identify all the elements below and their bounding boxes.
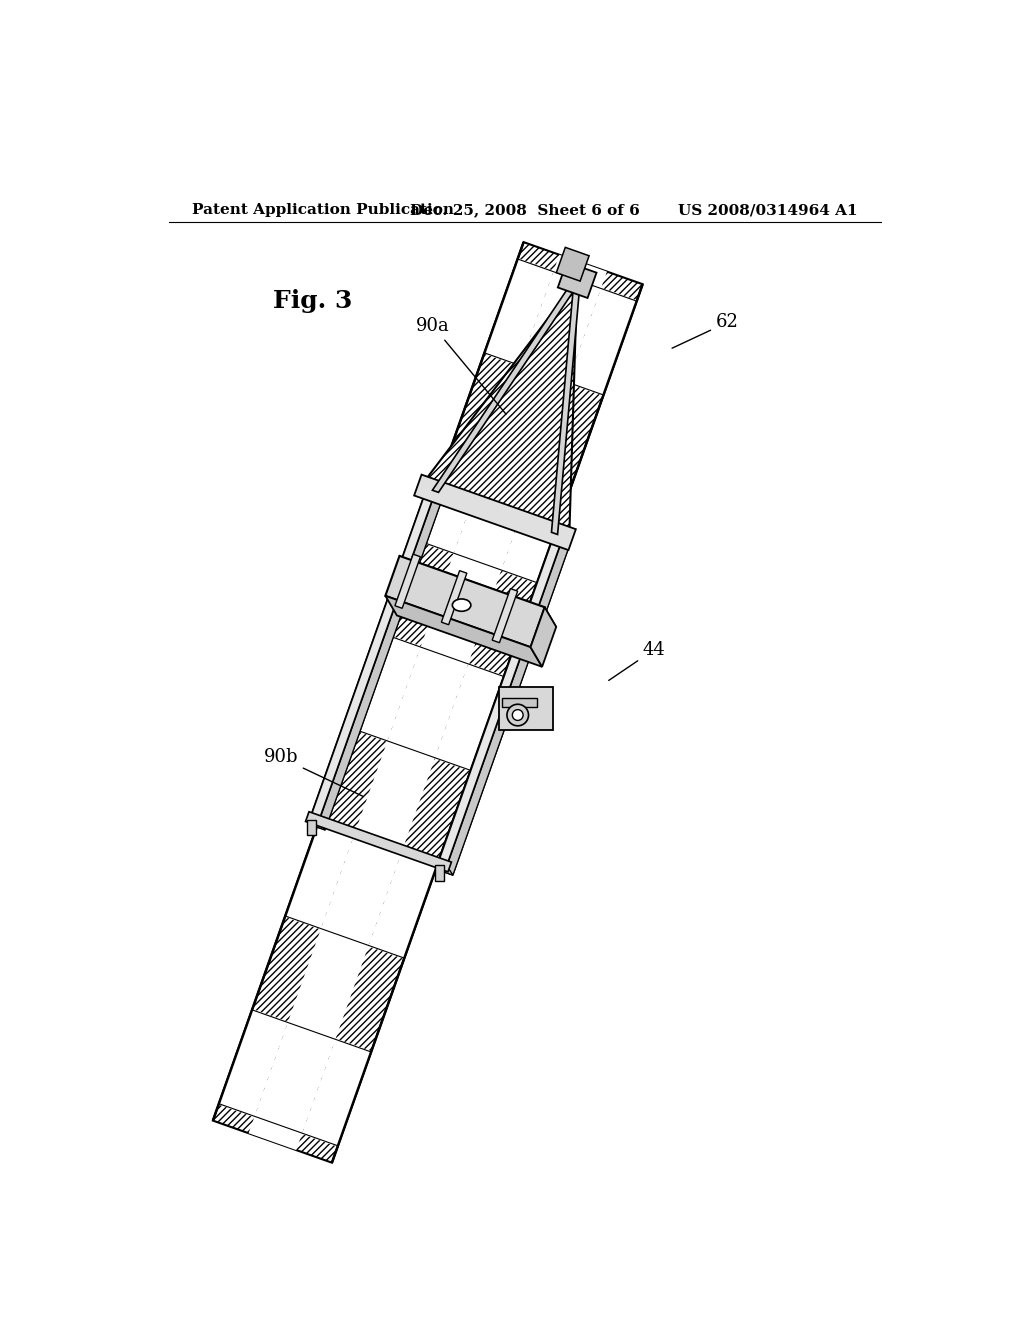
- Circle shape: [512, 710, 523, 721]
- Text: Dec. 25, 2008  Sheet 6 of 6: Dec. 25, 2008 Sheet 6 of 6: [410, 203, 640, 216]
- Polygon shape: [213, 242, 643, 1163]
- Polygon shape: [302, 1039, 372, 1147]
- Polygon shape: [435, 865, 444, 880]
- Polygon shape: [399, 556, 556, 627]
- Polygon shape: [438, 533, 561, 873]
- Polygon shape: [432, 279, 581, 492]
- Polygon shape: [493, 589, 518, 643]
- Polygon shape: [501, 475, 570, 583]
- Polygon shape: [444, 543, 569, 875]
- Polygon shape: [499, 686, 553, 730]
- Polygon shape: [421, 280, 578, 539]
- Polygon shape: [318, 491, 441, 830]
- Polygon shape: [441, 570, 467, 624]
- Polygon shape: [369, 851, 438, 958]
- Polygon shape: [305, 812, 452, 871]
- Polygon shape: [307, 820, 316, 836]
- Polygon shape: [310, 488, 433, 826]
- Text: Patent Application Publication: Patent Application Publication: [193, 203, 455, 216]
- Polygon shape: [558, 263, 597, 298]
- Text: Fig. 3: Fig. 3: [273, 289, 352, 313]
- Polygon shape: [446, 536, 569, 875]
- Polygon shape: [218, 1008, 288, 1117]
- Text: 90b: 90b: [263, 748, 362, 796]
- Polygon shape: [484, 259, 554, 367]
- Text: US 2008/0314964 A1: US 2008/0314964 A1: [678, 203, 857, 216]
- Polygon shape: [556, 247, 589, 281]
- Polygon shape: [285, 821, 354, 929]
- Polygon shape: [438, 863, 453, 875]
- Text: 44: 44: [608, 640, 666, 680]
- Polygon shape: [351, 634, 421, 742]
- Polygon shape: [395, 554, 421, 609]
- Text: 62: 62: [672, 313, 738, 348]
- Circle shape: [507, 705, 528, 726]
- Polygon shape: [385, 595, 542, 667]
- Polygon shape: [427, 488, 441, 500]
- Polygon shape: [418, 446, 487, 554]
- Polygon shape: [567, 288, 637, 396]
- Polygon shape: [530, 607, 556, 667]
- Polygon shape: [316, 498, 441, 830]
- Polygon shape: [502, 698, 537, 708]
- Ellipse shape: [453, 599, 471, 611]
- Polygon shape: [310, 817, 325, 830]
- Polygon shape: [435, 663, 504, 771]
- Polygon shape: [249, 255, 607, 1150]
- Polygon shape: [414, 475, 575, 550]
- Text: 90a: 90a: [417, 317, 506, 414]
- Polygon shape: [552, 279, 581, 535]
- Polygon shape: [438, 533, 563, 866]
- Polygon shape: [385, 556, 545, 647]
- Polygon shape: [555, 533, 569, 545]
- Polygon shape: [310, 488, 435, 821]
